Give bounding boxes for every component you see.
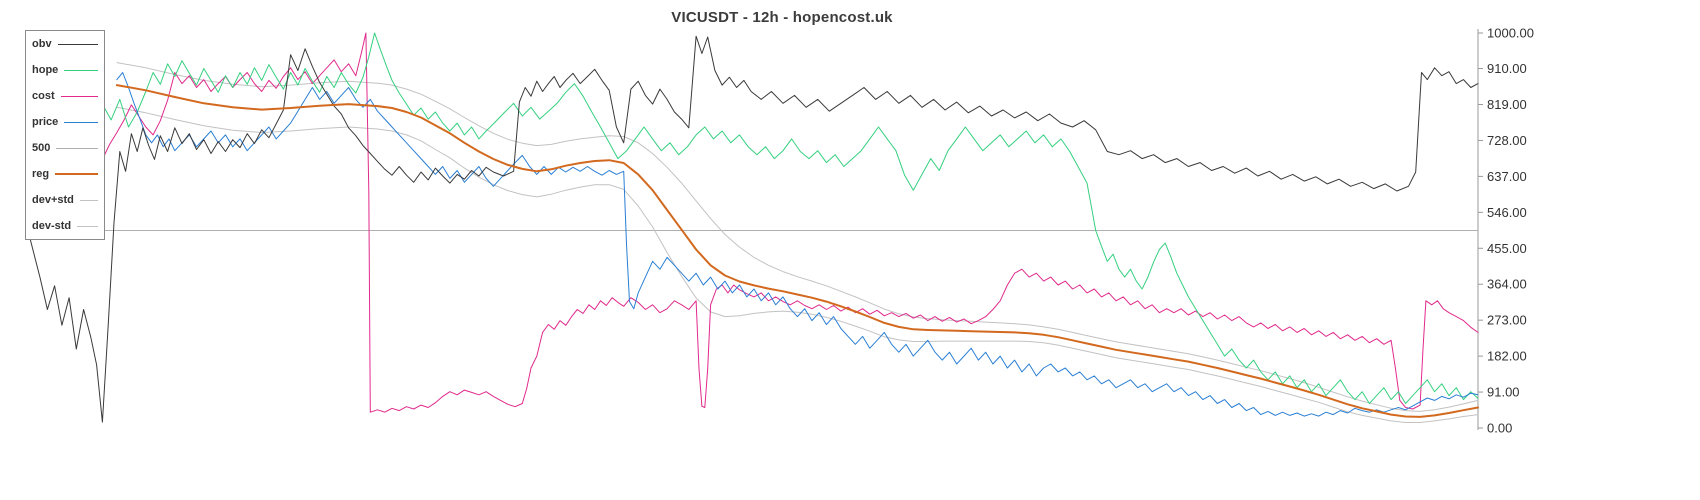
series-line-dev-std — [116, 106, 1479, 423]
legend-line-sample — [64, 69, 98, 71]
y-axis-tick-label: 91.00 — [1487, 385, 1520, 400]
y-axis-tick-label: 728.00 — [1487, 133, 1527, 148]
legend-label: hope — [32, 64, 59, 76]
legend-item-obv[interactable]: obv — [26, 31, 104, 57]
legend-label: 500 — [32, 142, 51, 154]
legend-item-500[interactable]: 500 — [26, 135, 104, 161]
legend-line-sample — [60, 95, 98, 97]
y-axis-tick-label: 637.00 — [1487, 169, 1527, 184]
legend-item-dev+std[interactable]: dev+std — [26, 187, 104, 213]
y-axis-tick-label: 910.00 — [1487, 61, 1527, 76]
series-line-reg — [115, 84, 1479, 418]
series-line-obv — [29, 35, 1479, 423]
legend-line-sample — [79, 199, 98, 201]
legend-item-hope[interactable]: hope — [26, 57, 104, 83]
y-axis-tick-label: 364.00 — [1487, 277, 1527, 292]
y-axis-tick-label: 546.00 — [1487, 205, 1527, 220]
y-axis-tick-label: 182.00 — [1487, 349, 1527, 364]
legend-label: dev+std — [32, 194, 74, 206]
legend-label: dev-std — [32, 220, 72, 232]
y-axis-tick-label: 0.00 — [1487, 421, 1512, 436]
y-axis-tick-label: 819.00 — [1487, 97, 1527, 112]
legend-label: cost — [32, 90, 55, 102]
legend-label: price — [32, 116, 59, 128]
chart-title: VICUSDT - 12h - hopencost.uk — [671, 9, 893, 26]
legend: obv hope cost price 500 reg dev+std dev-std — [25, 30, 105, 240]
legend-item-dev-std[interactable]: dev-std — [26, 213, 104, 239]
legend-line-sample — [56, 147, 98, 149]
legend-item-cost[interactable]: cost — [26, 83, 104, 109]
legend-label: obv — [32, 38, 52, 50]
series-line-price — [116, 72, 1479, 417]
legend-line-sample — [77, 225, 98, 227]
legend-item-price[interactable]: price — [26, 109, 104, 135]
y-axis-tick-label: 1000.00 — [1487, 26, 1534, 41]
legend-line-sample — [64, 121, 98, 123]
series-line-dev+std — [116, 62, 1479, 412]
series-line-hope — [101, 32, 1479, 404]
legend-line-sample — [55, 173, 98, 175]
y-axis-tick-label: 455.00 — [1487, 241, 1527, 256]
series-line-cost — [29, 32, 1479, 413]
y-axis-tick-label: 273.00 — [1487, 313, 1527, 328]
legend-line-sample — [57, 43, 98, 45]
legend-label: reg — [32, 168, 50, 180]
legend-item-reg[interactable]: reg — [26, 161, 104, 187]
